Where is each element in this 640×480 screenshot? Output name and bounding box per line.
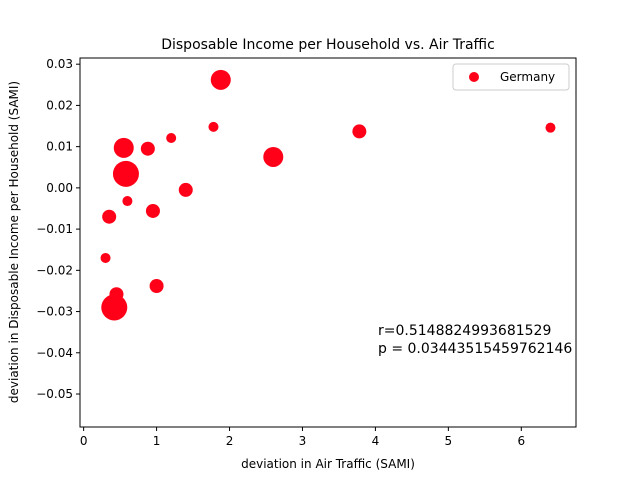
data-point [145,203,160,218]
data-point [112,160,139,187]
x-tick-label: 4 [372,434,380,448]
x-tick-label: 3 [299,434,307,448]
y-tick-label: −0.05 [36,387,73,401]
legend-label-germany: Germany [500,70,555,84]
chart-title: Disposable Income per Household vs. Air … [161,37,495,53]
x-tick-label: 6 [517,434,525,448]
data-point [166,132,177,143]
y-tick-label: −0.01 [36,222,73,236]
data-point [122,196,133,207]
plot-area [100,69,556,321]
legend: Germany [452,63,570,91]
x-tick-label: 5 [445,434,453,448]
data-point [102,209,117,224]
y-tick-label: 0.03 [46,57,73,71]
y-tick-label: 0.02 [46,98,73,112]
y-tick-label: −0.04 [36,346,73,360]
data-point [263,146,284,167]
y-axis: 0.03 0.02 0.01 0.00 −0.01 −0.02 −0.03 −0.04 −0.0… [36,57,80,401]
y-tick-label: −0.03 [36,305,73,319]
x-tick-label: 2 [226,434,234,448]
data-point [208,121,219,132]
y-axis-label: deviation in Disposable Income per House… [7,81,21,403]
y-tick-label: 0.01 [46,140,73,154]
x-tick-label: 0 [80,434,88,448]
data-point [352,124,367,139]
data-point [109,287,124,302]
data-point [100,252,111,263]
data-point [101,294,128,321]
data-point [113,137,134,158]
x-tick-label: 1 [153,434,161,448]
legend-box [452,63,570,91]
annotation-r: r=0.5148824993681529 [378,323,551,339]
y-tick-label: −0.02 [36,263,73,277]
data-point [545,122,556,133]
data-point [140,141,155,156]
legend-marker [469,72,479,82]
data-point [178,182,193,197]
axes-frame [79,57,577,428]
y-tick-label: 0.00 [46,181,73,195]
data-point [210,69,231,90]
annotation-p: p = 0.03443515459762146 [378,341,572,357]
x-axis: 0 1 2 3 4 5 6 [80,427,525,448]
data-point [149,279,164,293]
x-axis-label: deviation in Air Traffic (SAMI) [241,457,415,471]
